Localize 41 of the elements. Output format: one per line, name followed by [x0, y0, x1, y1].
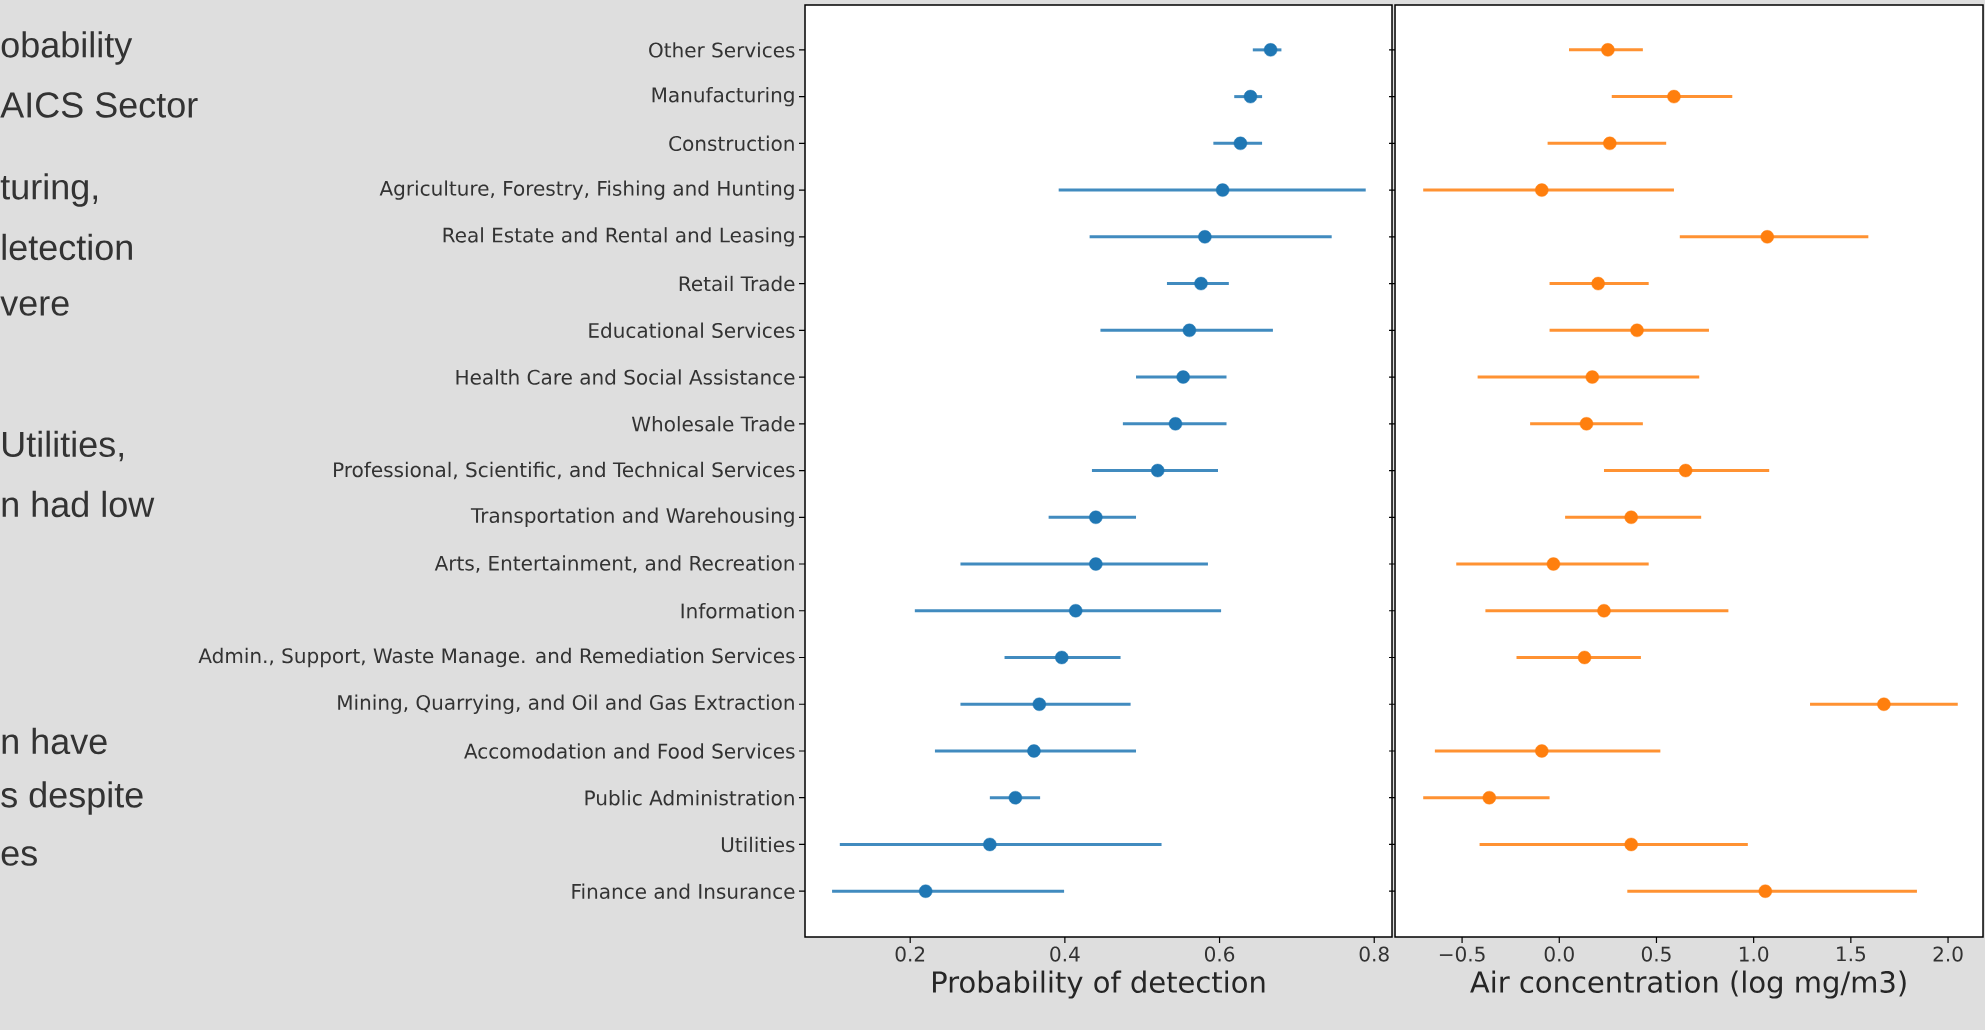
x-tick-label: 0.8: [1359, 946, 1389, 962]
y-tick-label: Accomodation and Food Services: [464, 743, 795, 759]
text: AICS Sector: [0, 92, 198, 118]
x-tick-label: 2.0: [1933, 946, 1963, 962]
y-tick-label: Public Administration: [585, 789, 794, 806]
text: obability: [1, 31, 133, 65]
x-tick-label: 0.4: [1050, 946, 1080, 962]
y-tick-label: Finance and Insurance: [572, 883, 795, 899]
x-tick-label: 0.0: [1544, 946, 1574, 962]
text: turing,: [0, 173, 97, 207]
text: Utilities,: [2, 430, 123, 462]
x-tick-label: 1.5: [1837, 946, 1865, 962]
y-tick-label: Utilities: [721, 836, 795, 853]
text: n have: [2, 727, 107, 755]
y-tick-label: Arts, Entertainment, and Recreation: [434, 555, 794, 573]
y-tick-label: Manufacturing: [652, 86, 794, 107]
text: es: [1, 846, 37, 866]
x-axis-title: Air concentration (log mg/m3): [1470, 970, 1906, 999]
y-tick-label: Construction: [669, 135, 794, 152]
text: n had low: [2, 490, 155, 518]
y-tick-label: Other Services: [649, 42, 795, 58]
y-tick-label: Admin., Support, Waste Manage. and Remediation Services: [198, 647, 795, 668]
x-tick-label: 0.5: [1641, 946, 1671, 962]
text: s despite: [1, 781, 143, 815]
x-tick-label: 1.0: [1739, 946, 1769, 962]
text: letection: [2, 233, 132, 261]
text: vere: [0, 296, 69, 316]
y-tick-label: Wholesale Trade: [631, 416, 795, 432]
y-tick-label: Agriculture, Forestry, Fishing and Hunting: [379, 180, 794, 200]
y-tick-label: Information: [681, 603, 794, 619]
y-tick-label: Health Care and Social Assistance: [456, 369, 795, 385]
y-tick-label: Retail Trade: [679, 275, 795, 292]
y-tick-label: Educational Services: [589, 322, 795, 339]
y-tick-label: Mining, Quarrying, and Oil and Gas Extraction: [338, 694, 794, 714]
y-tick-label: Real Estate and Rental and Leasing: [443, 227, 794, 247]
x-axis-title: Probability of detection: [933, 970, 1265, 999]
y-tick-label: Professional, Scientific, and Technical Services: [334, 461, 795, 480]
x-tick-label: −0.5: [1439, 946, 1485, 962]
x-tick-label: 0.6: [1204, 946, 1235, 962]
x-tick-label: 0.2: [895, 946, 925, 962]
y-tick-label: Transportation and Warehousing: [470, 507, 794, 527]
